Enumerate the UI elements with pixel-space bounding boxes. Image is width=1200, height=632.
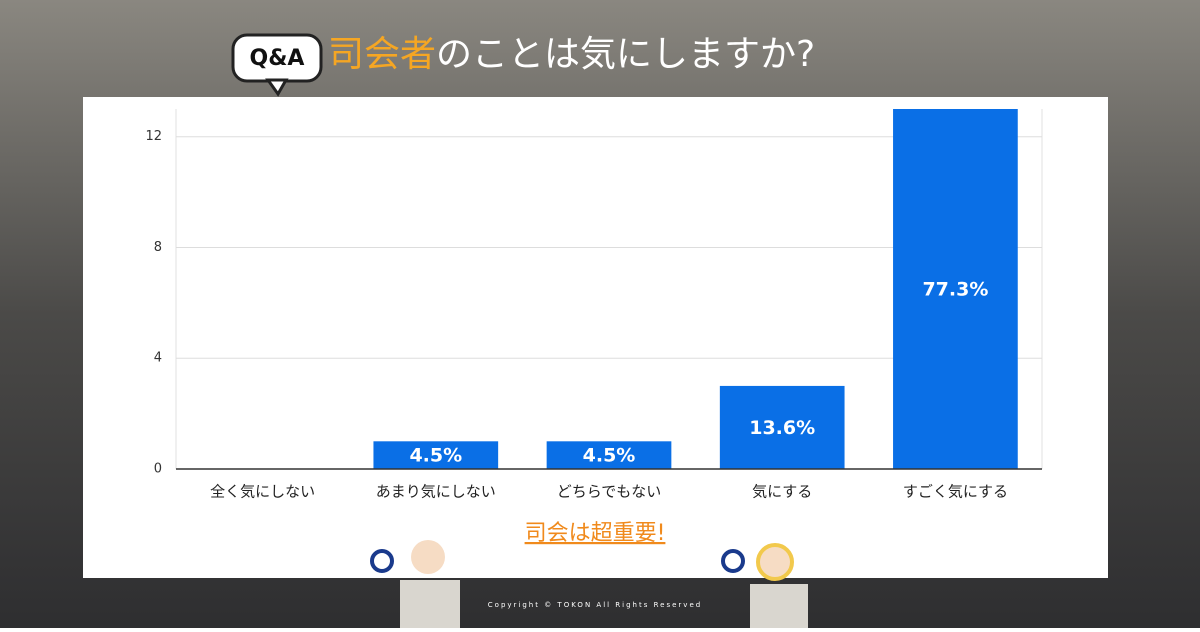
y-tick-label: 8 (154, 240, 162, 255)
x-tick-label: 気にする (752, 483, 812, 501)
title-rest: のことは気にしますか? (436, 34, 815, 75)
bar (373, 441, 499, 469)
x-tick-label: 全く気にしない (210, 483, 315, 501)
copyright: Copyright © TOKON All Rights Reserved (488, 601, 702, 609)
badge: Q&A (250, 46, 305, 71)
chart-title: 司会者のことは気にしますか? (328, 34, 815, 75)
x-tick-label: すごく気にする (903, 483, 1008, 501)
bar (719, 385, 845, 469)
x-tick-label: どちらでもない (557, 483, 662, 501)
y-tick-label: 4 (154, 351, 162, 366)
title-highlight: 司会者 (328, 34, 436, 75)
annotation: 司会は超重要! (525, 521, 666, 546)
characters (370, 540, 808, 628)
bar (893, 109, 1018, 469)
person-head (756, 543, 794, 581)
x-tick-label: あまり気にしない (376, 483, 496, 501)
data-label: 77.3% (922, 279, 988, 301)
data-label: 13.6% (749, 417, 815, 439)
y-tick-label: 0 (154, 462, 162, 477)
data-label: 4.5% (583, 445, 636, 467)
person-body (400, 580, 460, 628)
y-tick-label: 12 (145, 129, 162, 144)
person-body (750, 584, 808, 628)
data-label: 4.5% (409, 445, 462, 467)
sign-o (370, 549, 394, 573)
person-head (411, 540, 445, 574)
badge-tail (265, 78, 289, 97)
sign-x (721, 549, 745, 573)
bar (546, 441, 672, 469)
